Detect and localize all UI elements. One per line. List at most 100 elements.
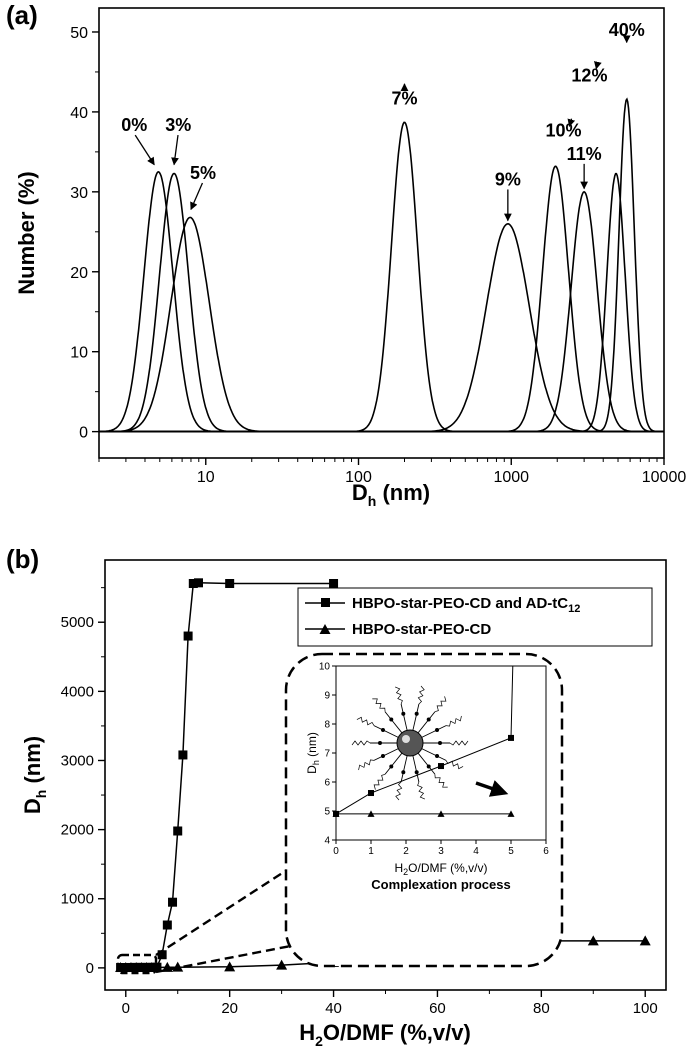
panel-b-y-tick-label: 3000 <box>61 752 94 769</box>
legend-label-1: HBPO-star-PEO-CD and AD-tC12 <box>352 595 580 615</box>
panel-a-y-tick-label: 50 <box>70 25 88 42</box>
peak-label-12pct: 12% <box>571 66 607 86</box>
molecule-tail <box>395 781 403 801</box>
panel-b-y-tick-label: 2000 <box>61 822 94 839</box>
molecule-arm-bead <box>401 711 406 716</box>
peak-arrow-10pct <box>567 118 576 128</box>
panel-a-y-tick-label: 0 <box>79 425 88 442</box>
legend-label-2: HBPO-star-PEO-CD <box>352 621 491 638</box>
panel-a-annotations: 0% 3% 5% 7% 9% 10% 11% 12% 40% <box>121 20 645 222</box>
inset-point-square <box>438 763 444 770</box>
peak-label-3pct: 3% <box>165 115 191 135</box>
panel-b-label: (b) <box>6 544 39 574</box>
zoom-connector-upper <box>155 866 291 957</box>
data-point-square <box>188 579 198 589</box>
panel-a-x-tick-label: 10000 <box>642 469 687 486</box>
inset-y-tick-label: 9 <box>324 691 330 702</box>
inset-series <box>332 665 515 817</box>
inset-x-tick-label: 4 <box>473 846 479 857</box>
inset-x-axis-title: H2O/DMF (%,v/v) <box>394 861 487 877</box>
molecule-arm <box>400 755 408 783</box>
inset-point-triangle <box>367 810 375 817</box>
molecule-arm <box>373 725 399 738</box>
data-point-square <box>173 826 183 836</box>
data-point-square <box>329 579 339 589</box>
inset-y-axis-title: Dh (nm) <box>305 732 321 774</box>
peak-label-7pct: 7% <box>391 89 417 109</box>
inset-y-tick-label: 7 <box>324 749 330 760</box>
panel-b-x-axis-title: H2O/DMF (%,v/v) <box>299 1020 471 1049</box>
molecule-arm <box>412 755 420 783</box>
inset-x-tick-label: 3 <box>438 846 444 857</box>
legend-marker-triangle <box>319 624 331 634</box>
data-point-square <box>194 578 203 588</box>
molecule-arm-bead <box>389 717 394 722</box>
inset-point-square <box>508 734 514 741</box>
star-polymer-molecule-illustration <box>351 685 469 801</box>
molecule-arm-bead <box>414 711 419 716</box>
data-point-square <box>225 579 235 589</box>
molecule-tail <box>358 759 375 771</box>
molecule-arm-bead <box>438 741 442 745</box>
peak-arrow-5pct <box>190 182 204 211</box>
peak-label-5pct: 5% <box>190 163 216 183</box>
panel-a-curves <box>98 97 664 433</box>
molecule-arm-bead <box>378 741 382 745</box>
inset-caption: Complexation process <box>371 877 510 892</box>
panel-b-y-tick-label: 5000 <box>61 614 94 631</box>
panel-b-y-axis-title: Dh (nm) <box>20 736 49 814</box>
molecule-tail <box>445 715 462 727</box>
data-point-triangle <box>276 959 288 970</box>
molecule-core-highlight <box>402 735 410 743</box>
molecule-arm <box>373 748 399 761</box>
zoom-region-box <box>116 953 158 975</box>
panel-a-y-tick-label: 40 <box>70 105 88 122</box>
inset-ticks: 0 1 2 3 4 5 6 4 5 6 7 8 9 10 <box>319 662 549 858</box>
molecule-arm-bead <box>426 717 431 722</box>
molecule-arm <box>400 703 408 731</box>
inset-x-tick-label: 5 <box>508 846 514 857</box>
panel-b-y-tick-label: 0 <box>86 960 94 977</box>
distribution-curve-5pct <box>99 216 664 433</box>
inset-y-tick-label: 8 <box>324 720 330 731</box>
molecule-tail <box>373 773 386 790</box>
zoom-connector-lower <box>155 942 302 974</box>
data-point-square <box>162 920 172 930</box>
molecule-tail <box>394 686 403 705</box>
molecule-arm <box>384 711 403 734</box>
data-point-square <box>168 897 178 907</box>
panel-a-y-axis-title: Number (%) <box>14 171 39 294</box>
panel-a-label: (a) <box>6 0 38 30</box>
molecule-tail <box>449 740 469 746</box>
molecule-tail <box>417 781 426 800</box>
data-point-square <box>178 750 188 760</box>
data-point-triangle <box>224 961 236 972</box>
panel-b-x-tick-label: 20 <box>221 1000 238 1017</box>
inset-y-tick-label: 4 <box>324 836 330 847</box>
peak-label-11pct: 11% <box>567 144 602 164</box>
molecule-arm-bead <box>435 727 440 732</box>
legend-box <box>297 587 653 647</box>
inset-point-triangle <box>332 810 340 817</box>
inset-frame <box>284 652 564 968</box>
inset-x-tick-label: 2 <box>403 846 409 857</box>
molecule-arm-bead <box>414 770 419 775</box>
molecule-tail <box>351 740 371 746</box>
inset-pointer-arrow <box>475 780 509 797</box>
peak-label-0pct: 0% <box>121 115 147 135</box>
molecule-tail <box>434 774 448 788</box>
panel-b-x-tick-label: 40 <box>325 1000 342 1017</box>
inset-point-triangle <box>437 810 445 817</box>
inset-y-tick-label: 6 <box>324 778 330 789</box>
peak-label-40pct: 40% <box>609 20 645 40</box>
panel-a-frame <box>98 7 665 459</box>
legend-marker-square <box>321 598 330 607</box>
inset-point-square <box>368 790 374 797</box>
molecule-arm-bead <box>426 764 431 769</box>
panel-a-y-tick-label: 10 <box>70 345 88 362</box>
inset-x-tick-label: 6 <box>543 846 549 857</box>
panel-a-y-tick-label: 20 <box>70 265 88 282</box>
